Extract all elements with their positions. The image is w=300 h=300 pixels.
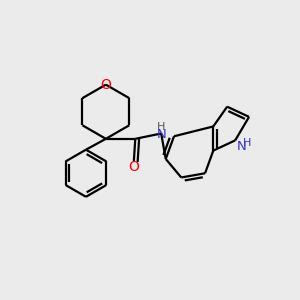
Text: N: N	[237, 140, 247, 153]
Text: H: H	[157, 122, 166, 132]
Text: H: H	[243, 138, 251, 148]
Text: N: N	[157, 128, 166, 142]
Text: O: O	[100, 78, 111, 92]
Text: O: O	[128, 160, 139, 174]
